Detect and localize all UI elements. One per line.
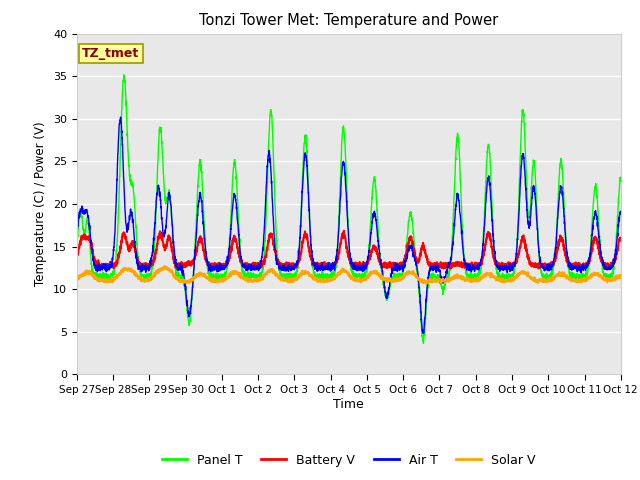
Solar V [282, 277, 289, 283]
Solar V [305, 273, 313, 279]
Y-axis label: Temperature (C) / Power (V): Temperature (C) / Power (V) [35, 122, 47, 286]
Solar V [548, 278, 556, 284]
Air T [73, 228, 81, 234]
Text: TZ_tmet: TZ_tmet [82, 47, 140, 60]
Air T [607, 266, 614, 272]
Air T [617, 208, 625, 214]
Panel T [135, 266, 143, 272]
Panel T [168, 211, 175, 217]
Legend: Panel T, Battery V, Air T, Solar V: Panel T, Battery V, Air T, Solar V [157, 449, 541, 472]
Battery V [167, 241, 175, 247]
Line: Panel T: Panel T [77, 75, 621, 343]
Battery V [73, 252, 81, 257]
Solar V [617, 273, 625, 279]
Battery V [607, 263, 614, 269]
Panel T [607, 271, 614, 276]
Line: Air T: Air T [77, 117, 621, 334]
Air T [135, 266, 143, 272]
Solar V [161, 264, 169, 269]
Air T [305, 208, 313, 214]
Air T [116, 114, 124, 120]
Solar V [607, 276, 614, 282]
X-axis label: Time: Time [333, 397, 364, 410]
Solar V [423, 281, 431, 287]
Solar V [135, 275, 143, 280]
Air T [168, 208, 175, 214]
Battery V [305, 245, 313, 251]
Battery V [548, 263, 556, 268]
Panel T [305, 205, 313, 211]
Air T [548, 262, 556, 268]
Panel T [282, 276, 289, 282]
Air T [282, 267, 289, 273]
Battery V [340, 228, 348, 234]
Panel T [120, 72, 127, 78]
Air T [419, 331, 427, 336]
Solar V [168, 268, 175, 274]
Battery V [135, 261, 143, 266]
Battery V [209, 267, 217, 273]
Panel T [617, 176, 625, 181]
Battery V [282, 260, 289, 266]
Solar V [73, 274, 81, 280]
Line: Solar V: Solar V [77, 266, 621, 284]
Battery V [617, 235, 625, 240]
Panel T [420, 340, 428, 346]
Line: Battery V: Battery V [77, 231, 621, 270]
Panel T [73, 241, 81, 247]
Title: Tonzi Tower Met: Temperature and Power: Tonzi Tower Met: Temperature and Power [199, 13, 499, 28]
Panel T [548, 271, 556, 276]
